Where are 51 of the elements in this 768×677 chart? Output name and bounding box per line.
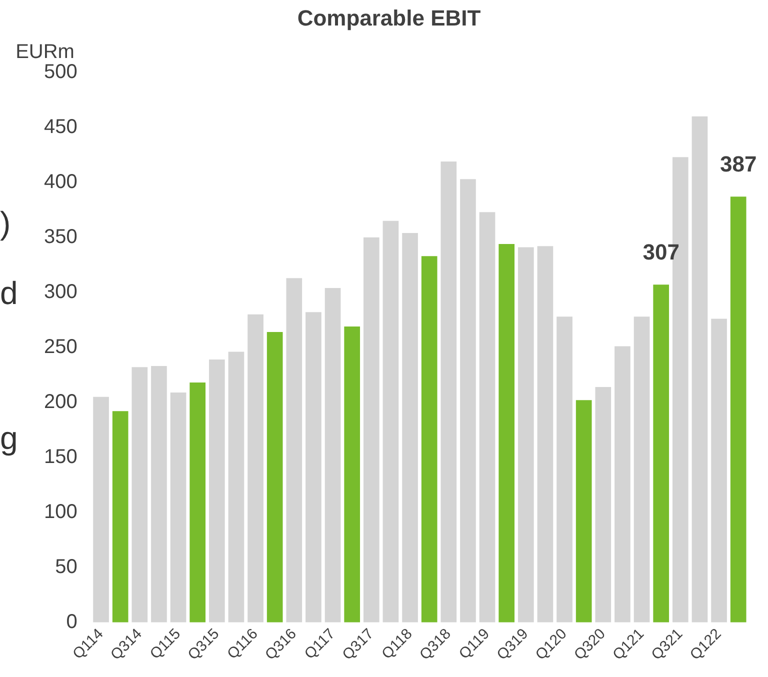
bar — [228, 352, 244, 622]
bar — [112, 411, 128, 622]
y-tick-label: 500 — [44, 60, 78, 83]
text: d — [0, 274, 18, 311]
y-tick-label: 350 — [44, 226, 78, 248]
y-tick-label: 250 — [44, 336, 78, 358]
bar — [537, 246, 554, 622]
bar — [556, 316, 572, 622]
bar — [518, 247, 534, 622]
bar — [208, 359, 225, 622]
y-tick-label: 100 — [44, 500, 78, 523]
y-tick-label: 50 — [55, 556, 78, 578]
bar — [460, 179, 476, 622]
y-tick-label: 450 — [44, 116, 78, 138]
bar — [421, 256, 438, 622]
bar — [711, 318, 727, 622]
bar — [266, 332, 283, 622]
bar — [653, 284, 670, 622]
y-tick-label: 300 — [44, 280, 78, 303]
bar — [498, 244, 515, 622]
bar — [344, 326, 360, 622]
bar — [382, 220, 399, 622]
bar — [595, 386, 612, 622]
y-tick-label: 400 — [44, 170, 78, 193]
bar — [248, 314, 264, 622]
bar — [190, 382, 206, 622]
data-label: 387 — [720, 152, 757, 177]
bar — [440, 161, 457, 622]
bar — [286, 278, 302, 622]
y-axis-title: EURm — [16, 40, 74, 63]
text: ) — [0, 204, 11, 241]
y-tick-label: 0 — [66, 610, 78, 633]
bar — [730, 196, 746, 622]
chart-title: Comparable EBIT — [297, 5, 482, 30]
bar — [93, 396, 109, 622]
bar — [479, 212, 496, 622]
bar — [363, 237, 380, 622]
y-tick-label: 200 — [44, 390, 78, 413]
bar — [324, 288, 341, 622]
bar — [306, 312, 322, 622]
bar — [692, 116, 708, 622]
text: g — [0, 420, 18, 456]
bar — [634, 316, 650, 622]
bar — [170, 392, 186, 622]
bar — [614, 346, 630, 622]
data-label: 307 — [642, 240, 680, 265]
bar — [576, 400, 592, 622]
bar — [151, 366, 167, 622]
bar — [132, 367, 148, 622]
bar — [402, 232, 418, 622]
y-tick-label: 150 — [44, 446, 78, 468]
